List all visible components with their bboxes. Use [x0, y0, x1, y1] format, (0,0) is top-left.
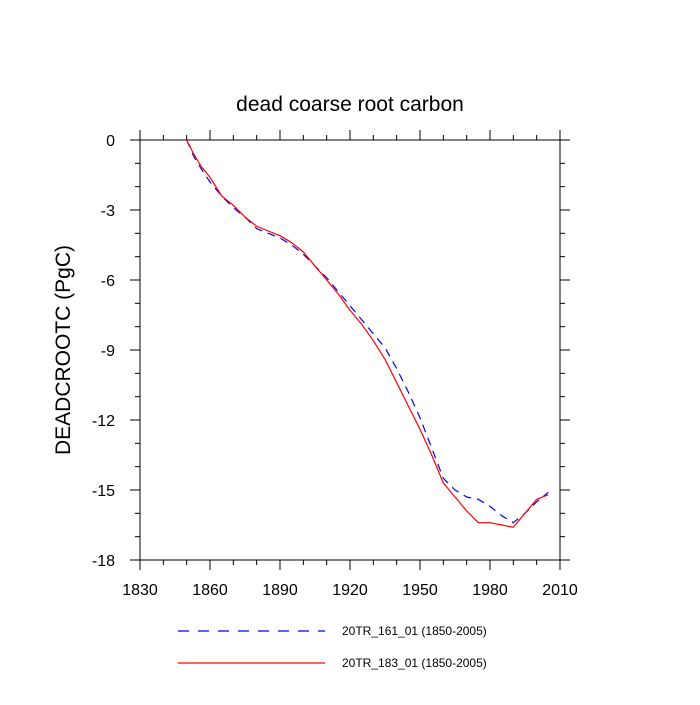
series-line-20tr-183 [186, 139, 549, 528]
plot-frame [139, 139, 561, 561]
x-tick-label: 2010 [542, 582, 578, 599]
x-tick-label: 1980 [472, 582, 508, 599]
chart-title: dead coarse root carbon [236, 93, 464, 116]
y-tick-label: -9 [101, 343, 115, 360]
y-tick-label: -6 [101, 273, 115, 290]
x-tick-label: 1920 [332, 582, 368, 599]
y-tick-label: -12 [92, 413, 115, 430]
y-axis-label: DEADCROOTC (PgC) [52, 245, 75, 455]
series-line-20tr-161 [186, 139, 549, 524]
x-tick-label: 1950 [402, 582, 438, 599]
y-tick-label: -3 [101, 203, 115, 220]
legend-label-20tr-183: 20TR_183_01 (1850-2005) [342, 656, 487, 670]
legend-label-20tr-161: 20TR_161_01 (1850-2005) [342, 624, 487, 638]
x-tick-label: 1830 [122, 582, 158, 599]
legend: 20TR_161_01 (1850-2005) 20TR_183_01 (185… [178, 624, 487, 670]
axis-ticks: 1830 1860 1890 1920 1950 1980 2010 0 -3 -6 -9 -12 -1… [92, 130, 578, 599]
x-tick-label: 1860 [192, 582, 228, 599]
series-lines [186, 139, 549, 528]
x-tick-label: 1890 [262, 582, 298, 599]
y-tick-label: -15 [92, 483, 115, 500]
y-tick-label: -18 [92, 553, 115, 570]
y-tick-label: 0 [106, 133, 115, 150]
